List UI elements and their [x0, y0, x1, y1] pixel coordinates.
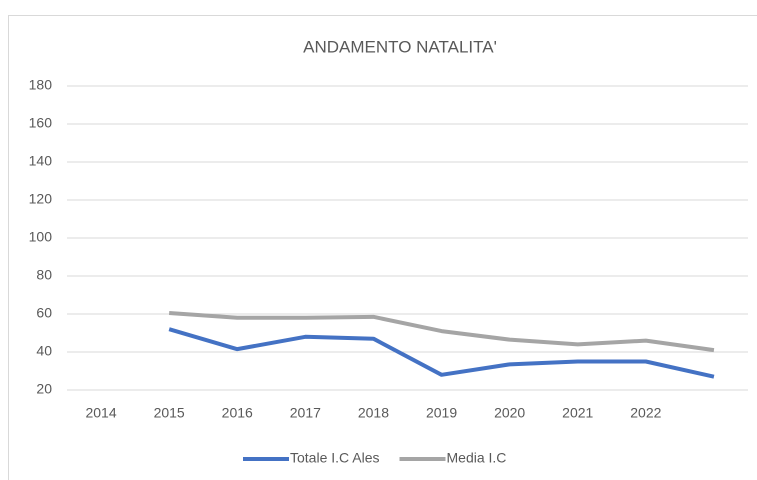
chart-border [8, 15, 757, 480]
x-tick-label: 2020 [494, 405, 525, 421]
x-tick-label: 2022 [630, 405, 661, 421]
y-tick-label: 20 [36, 381, 52, 397]
x-tick-label: 2019 [426, 405, 457, 421]
y-tick-label: 160 [29, 115, 53, 131]
x-tick-label: 2018 [358, 405, 389, 421]
y-tick-label: 40 [36, 343, 52, 359]
series-line [169, 311, 715, 353]
y-tick-label: 100 [29, 229, 53, 245]
chart-title: ANDAMENTO NATALITA' [303, 37, 497, 56]
x-tick-label: 2021 [562, 405, 593, 421]
y-tick-label: 140 [29, 153, 53, 169]
series-line [168, 327, 715, 379]
legend-label: Media I.C [447, 450, 507, 466]
y-tick-label: 120 [29, 191, 53, 207]
y-tick-label: 60 [36, 305, 52, 321]
x-tick-label: 2014 [85, 405, 116, 421]
x-tick-label: 2017 [290, 405, 321, 421]
x-tick-label: 2016 [222, 405, 253, 421]
x-tick-label: 2015 [154, 405, 185, 421]
y-tick-label: 180 [29, 77, 53, 93]
legend-label: Totale I.C Ales [290, 450, 380, 466]
y-tick-label: 80 [36, 267, 52, 283]
